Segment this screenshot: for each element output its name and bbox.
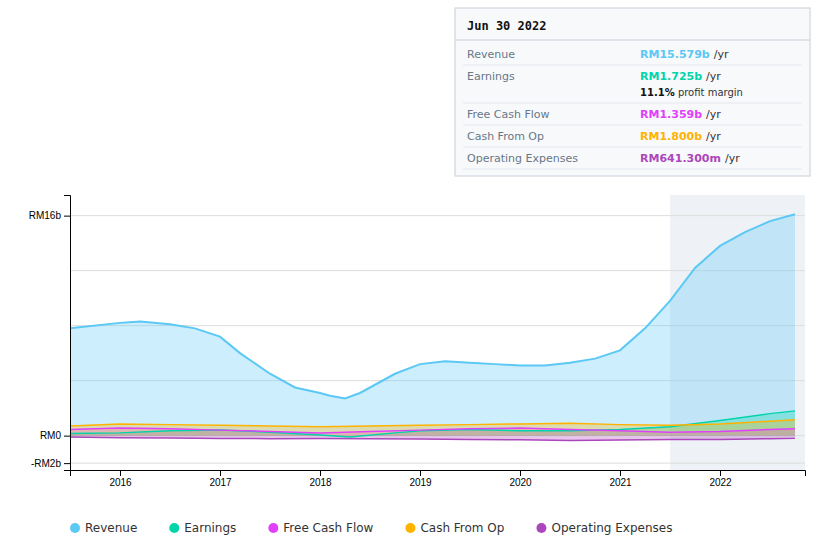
info-label: Free Cash Flow	[467, 108, 550, 121]
info-unit: /yr	[714, 48, 729, 61]
x-tick-mark	[520, 470, 521, 476]
info-label: Revenue	[467, 48, 515, 61]
y-axis: -RM2b RM0 RM16b	[29, 196, 71, 471]
legend-swatch	[169, 523, 179, 533]
legend-swatch	[268, 523, 278, 533]
x-tick-label: 2016	[109, 477, 132, 488]
series-line	[70, 214, 795, 398]
x-tick-mark	[120, 470, 121, 476]
y-axis-line	[64, 196, 71, 471]
y-tick: RM0	[40, 430, 70, 441]
series-area	[70, 411, 795, 437]
info-value: RM1.800b	[640, 130, 702, 143]
x-tick-mark	[720, 470, 721, 476]
info-label: Operating Expenses	[467, 152, 578, 165]
info-unit: /yr	[706, 70, 721, 83]
x-tick: 2016	[109, 470, 132, 488]
series-area	[70, 436, 795, 441]
y-tick-mark	[64, 216, 70, 217]
series-line	[70, 420, 795, 427]
legend-label: Cash From Op	[420, 521, 504, 535]
legend-item: Revenue	[70, 521, 137, 535]
info-box-rule	[455, 40, 810, 41]
x-tick-label: 2021	[609, 477, 632, 488]
x-tick: 2018	[309, 470, 332, 488]
legend-label: Operating Expenses	[551, 521, 672, 535]
y-tick-label: RM0	[40, 430, 62, 441]
legend-item: Free Cash Flow	[268, 521, 373, 535]
x-tick: 2022	[709, 470, 732, 488]
info-label: Earnings	[467, 70, 515, 83]
info-label: Cash From Op	[467, 130, 544, 143]
y-tick: RM16b	[29, 210, 70, 221]
series-line	[70, 411, 795, 437]
legend: Revenue Earnings Free Cash Flow Cash From O…	[70, 521, 672, 535]
x-tick-mark	[420, 470, 421, 476]
legend-swatch	[70, 523, 80, 533]
series-line	[70, 437, 795, 440]
y-tick: -RM2b	[31, 458, 70, 469]
legend-label: Earnings	[184, 521, 236, 535]
info-unit: /yr	[706, 130, 721, 143]
x-tick-mark	[320, 470, 321, 476]
info-separator	[463, 65, 802, 66]
grid-line	[70, 463, 805, 464]
x-axis: 2016 2017 2018 2019 2020 2021 2022	[71, 470, 806, 488]
plot-area	[70, 195, 805, 470]
x-tick: 2020	[509, 470, 532, 488]
info-value: RM1.725b	[640, 70, 702, 83]
info-sub: 11.1% profit margin	[640, 87, 743, 98]
info-separator	[463, 147, 802, 148]
y-tick-label: -RM2b	[31, 458, 61, 469]
x-tick: 2017	[209, 470, 232, 488]
x-tick-label: 2017	[209, 477, 232, 488]
y-tick-mark	[64, 463, 70, 464]
x-tick-mark	[220, 470, 221, 476]
legend-label: Revenue	[85, 521, 137, 535]
info-separator	[463, 103, 802, 104]
info-unit: /yr	[725, 152, 740, 165]
x-tick-label: 2020	[509, 477, 532, 488]
x-tick-label: 2018	[309, 477, 332, 488]
y-tick-mark	[64, 436, 70, 437]
x-tick-mark	[620, 470, 621, 476]
info-value: RM15.579b	[640, 48, 710, 61]
series-line	[70, 428, 795, 433]
info-unit: /yr	[706, 108, 721, 121]
legend-item: Operating Expenses	[536, 521, 672, 535]
series-area	[70, 214, 795, 435]
legend-item: Earnings	[169, 521, 236, 535]
info-separator	[463, 169, 802, 170]
grid-line	[70, 215, 805, 216]
info-separator	[463, 125, 802, 126]
info-value: RM1.359b	[640, 108, 702, 121]
legend-item: Cash From Op	[405, 521, 504, 535]
series-area	[70, 420, 795, 436]
chart: 2016 2017 2018 2019 2020 2021 2022 -RM2b RM0 RM16…	[0, 0, 821, 560]
legend-swatch	[536, 523, 546, 533]
x-tick: 2019	[409, 470, 432, 488]
x-axis-line	[71, 471, 806, 477]
y-tick-label: RM16b	[29, 210, 62, 221]
x-tick-label: 2019	[409, 477, 432, 488]
legend-swatch	[405, 523, 415, 533]
legend-label: Free Cash Flow	[283, 521, 373, 535]
info-box-frame	[455, 8, 810, 176]
x-tick-label: 2022	[709, 477, 732, 488]
info-box: Jun 30 2022 Revenue RM15.579b/yr Earnings RM…	[455, 8, 810, 176]
x-tick: 2021	[609, 470, 632, 488]
info-box-title: Jun 30 2022	[467, 19, 546, 33]
info-value: RM641.300m	[640, 152, 721, 165]
